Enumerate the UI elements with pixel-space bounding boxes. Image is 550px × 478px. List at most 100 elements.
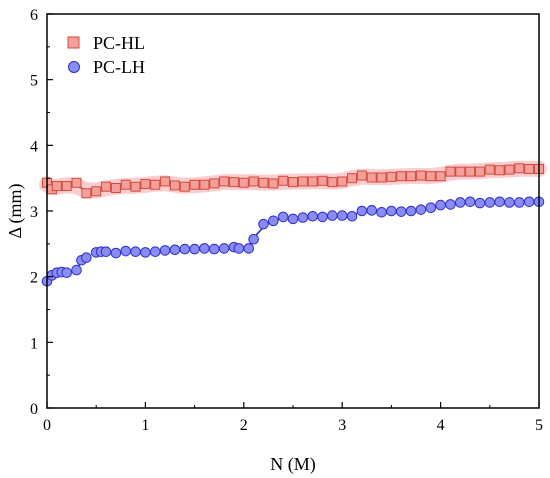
x-tick-label: 1 [141,417,149,434]
pc-hl-point [110,183,121,194]
pc-hl-point [209,178,220,189]
pc-hl-point [524,163,535,174]
pc-hl-point [179,181,190,192]
pc-lh-point [149,246,161,258]
pc-lh-point [356,205,368,217]
legend: PC-HL PC-LH [67,33,145,77]
x-tick-label: 4 [437,417,445,434]
pc-lh-point [346,210,358,222]
y-tick-label: 2 [30,270,38,287]
pc-hl-point [169,180,180,191]
x-tick-label: 2 [240,417,248,434]
pc-hl-point [366,172,377,183]
pc-lh-point [199,243,210,254]
pc-lh-point [297,212,309,223]
pc-hl-point [61,181,72,192]
pc-lh-point [435,199,446,211]
pc-hl-point [504,164,515,175]
pc-hl-point [189,179,200,190]
pc-lh-point [243,243,255,254]
pc-lh-fit-line [46,201,540,281]
pc-hl-point [160,176,171,187]
legend-item-pc-hl: PC-HL [67,33,145,53]
pc-lh-point [386,205,397,217]
legend-label-pc-hl: PC-HL [93,33,145,53]
pc-hl-point [288,177,298,188]
pc-lh-point [233,243,245,254]
pc-hl-point [337,176,348,187]
pc-lh-point [208,243,220,255]
pc-hl-point [81,188,92,199]
pc-lh-point [405,205,417,217]
pc-hl-point [150,179,161,190]
pc-hl-point [435,171,446,182]
pc-lh-point [484,197,496,208]
ticks: 0 1 2 3 4 5 0 1 2 3 4 5 6 [30,7,543,434]
pc-hl-point [347,173,358,184]
pc-lh-point [504,197,515,208]
pc-lh-point [454,197,466,208]
pc-hl-point [278,175,289,186]
legend-label-pc-lh: PC-LH [93,57,145,77]
pc-lh-point [464,196,476,208]
pc-lh-point [425,202,437,214]
y-tick-label: 3 [30,204,38,221]
pc-hl-point [71,177,82,188]
pc-lh-point [494,196,505,208]
legend-item-pc-lh: PC-LH [68,57,145,77]
data-points [41,163,545,287]
pc-hl-point [228,177,239,188]
pc-lh-point [514,197,525,208]
pc-hl-point [415,170,426,181]
pc-hl-point [101,181,112,192]
pc-hl-point [514,163,525,174]
pc-hl-point [307,176,318,187]
pc-hl-point [268,178,279,189]
pc-hl-point [455,166,466,177]
pc-hl-point [494,165,505,176]
pc-lh-point [336,210,348,221]
y-tick-label: 6 [30,7,38,24]
pc-hl-point [258,177,269,188]
pc-hl-point [386,171,397,182]
pc-lh-point [395,206,407,217]
pc-lh-point [287,213,299,225]
pc-hl-point [484,164,495,175]
pc-hl-point [238,177,249,188]
pc-lh-point [218,243,230,254]
pc-lh-point [474,197,486,209]
pc-lh-point [179,243,191,255]
y-axis-label: Δ (mm) [5,183,26,238]
pc-lh-point [258,218,269,230]
y-tick-label: 5 [30,73,38,90]
pc-hl-point [425,171,436,182]
legend-marker-pc-lh [68,61,80,73]
pc-hl-point [396,171,407,182]
pc-lh-point [120,245,132,257]
pc-hl-point [356,170,367,181]
pc-lh-point [189,243,200,255]
pc-lh-point [366,205,378,216]
pc-lh-point [71,264,82,276]
y-tick-label: 1 [30,335,38,352]
pc-hl-point [140,179,151,190]
pc-hl-point [327,177,338,188]
pc-lh-point [445,199,456,210]
pc-lh-point [140,247,151,258]
pc-lh-point [100,246,112,258]
pc-lh-point [277,211,289,223]
pc-hl-point [219,176,230,187]
x-tick-label: 0 [43,417,51,434]
pc-lh-point [327,210,338,221]
x-tick-label: 3 [338,417,346,434]
pc-lh-point [130,246,141,258]
pc-hl-point [445,166,456,177]
pc-lh-point [415,204,427,215]
y-tick-label: 4 [30,138,38,155]
y-tick-label: 0 [30,401,38,418]
pc-lh-point [317,211,328,223]
pc-hl-point [297,176,308,187]
pc-lh-point [376,207,387,218]
pc-lh-point [81,252,92,263]
